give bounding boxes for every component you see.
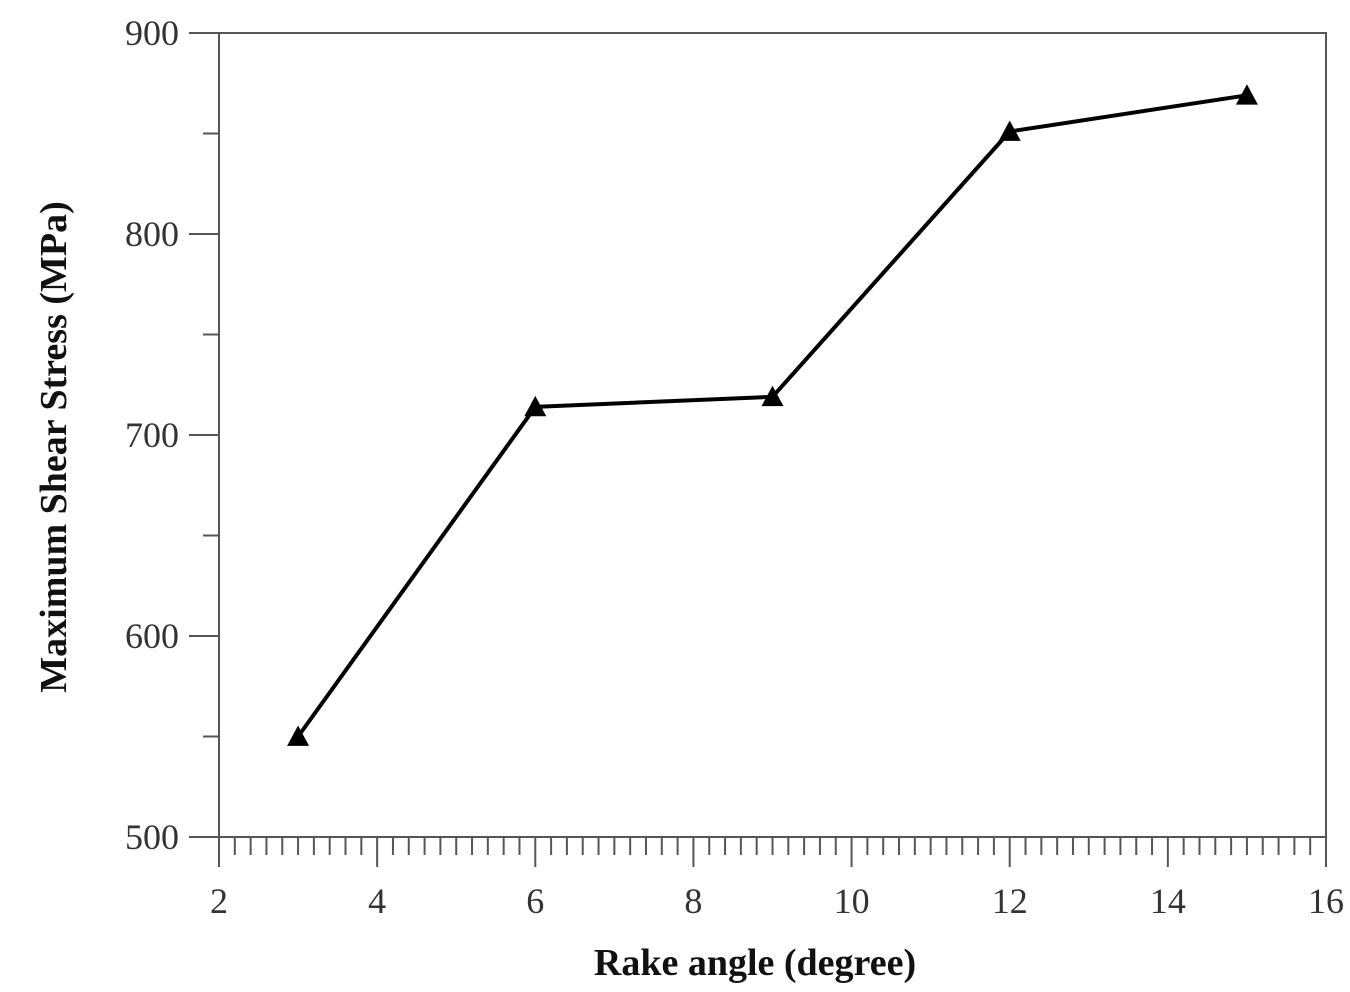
x-tick-label: 4 xyxy=(368,881,386,921)
x-tick-label: 2 xyxy=(210,881,228,921)
x-tick-label: 6 xyxy=(526,881,544,921)
data-point-marker xyxy=(287,725,310,746)
data-point-marker xyxy=(1235,84,1258,105)
y-tick-label: 800 xyxy=(125,214,179,254)
y-axis: 500 600 700 800 900 xyxy=(125,13,219,857)
data-point-marker xyxy=(998,120,1021,141)
x-tick-label: 10 xyxy=(834,881,870,921)
x-tick-label: 16 xyxy=(1308,881,1344,921)
series-layer xyxy=(287,84,1258,746)
y-axis-title: Maximum Shear Stress (MPa) xyxy=(33,201,75,692)
x-tick-label: 14 xyxy=(1150,881,1186,921)
data-point-marker xyxy=(761,385,784,407)
y-tick-label: 500 xyxy=(125,817,179,857)
x-axis-title: Rake angle (degree) xyxy=(594,942,916,984)
series-line xyxy=(296,93,1248,738)
x-axis: 2 4 6 8 10 12 14 16 xyxy=(210,837,1344,921)
y-tick-label: 900 xyxy=(125,13,179,53)
y-tick-label: 700 xyxy=(125,415,179,455)
x-tick-label: 8 xyxy=(684,881,702,921)
data-point-marker xyxy=(524,395,547,417)
y-tick-label: 600 xyxy=(125,616,179,656)
x-tick-label: 12 xyxy=(992,881,1028,921)
plot-frame xyxy=(218,32,1327,838)
